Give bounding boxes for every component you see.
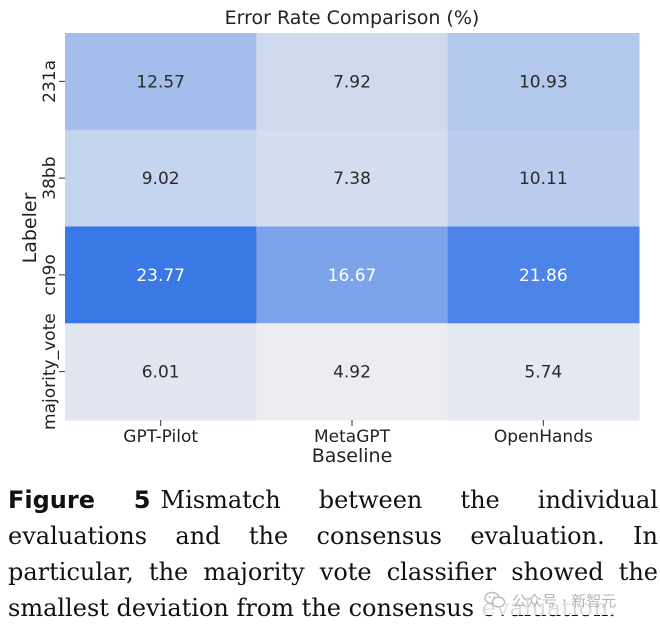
heatmap-cell bbox=[447, 323, 640, 421]
cell-value-label: 10.93 bbox=[519, 72, 568, 92]
x-tick-label: OpenHands bbox=[494, 427, 593, 447]
cell-value-label: 4.92 bbox=[333, 363, 371, 383]
cell-value-label: 16.67 bbox=[328, 266, 377, 286]
heatmap-cell bbox=[256, 33, 449, 131]
heatmap-cell bbox=[447, 226, 640, 324]
y-tick-marks bbox=[59, 80, 65, 373]
watermark-text: 公众号 · 新智元 bbox=[512, 591, 617, 610]
heatmap-cell bbox=[65, 226, 257, 324]
wechat-icon bbox=[484, 591, 506, 608]
cell-value-label: 7.38 bbox=[333, 169, 371, 189]
cell-value-label: 23.77 bbox=[136, 266, 185, 286]
x-tick-labels: GPT-Pilot MetaGPT OpenHands bbox=[123, 427, 593, 447]
heatmap-chart: Error Rate Comparison (%) 12.57 7.92 10.93… bbox=[19, 7, 640, 467]
y-tick-labels: 231a 38bb cn9o majority_vote bbox=[40, 60, 60, 430]
y-tick-label: cn9o bbox=[40, 254, 60, 295]
cell-value-label: 5.74 bbox=[524, 363, 562, 383]
cell-value-label: 9.02 bbox=[142, 169, 180, 189]
x-axis-label: Baseline bbox=[312, 445, 393, 467]
cell-value-label: 12.57 bbox=[136, 72, 185, 92]
y-tick-label: 38bb bbox=[40, 157, 60, 200]
y-axis-label: Labeler bbox=[19, 192, 41, 263]
heatmap-cell bbox=[256, 226, 449, 324]
heatmap-cell bbox=[256, 323, 449, 421]
cell-value-label: 7.92 bbox=[333, 72, 371, 92]
heatmap-cell bbox=[65, 129, 257, 227]
y-tick-label: 231a bbox=[40, 60, 60, 103]
chart-title: Error Rate Comparison (%) bbox=[225, 7, 480, 29]
heatmap-cell bbox=[65, 33, 257, 131]
watermark: 公众号 · 新智元 bbox=[480, 585, 621, 615]
cell-value-label: 21.86 bbox=[519, 266, 568, 286]
y-tick-label: majority_vote bbox=[40, 313, 60, 430]
heatmap-cell bbox=[65, 323, 257, 421]
heatmap-cells: 12.57 7.92 10.93 9.02 7.38 10.11 23.77 16.67 21.… bbox=[65, 33, 640, 421]
cell-value-label: 6.01 bbox=[142, 363, 180, 383]
x-tick-label: GPT-Pilot bbox=[123, 427, 198, 447]
heatmap-cell bbox=[447, 129, 640, 227]
x-tick-marks bbox=[160, 420, 544, 426]
heatmap-cell bbox=[256, 129, 449, 227]
figure-label: Figure 5 bbox=[8, 486, 151, 514]
heatmap-cell bbox=[447, 33, 640, 131]
x-tick-label: MetaGPT bbox=[314, 427, 391, 447]
cell-value-label: 10.11 bbox=[519, 169, 568, 189]
